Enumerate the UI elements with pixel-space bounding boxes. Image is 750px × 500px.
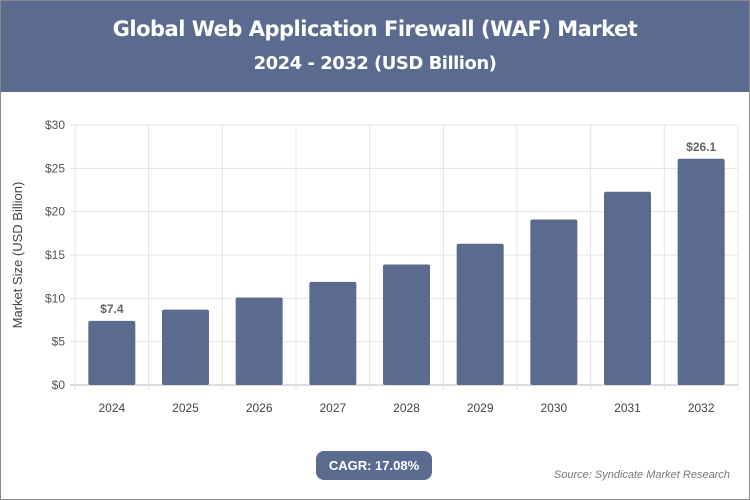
y-tick-label: $30 bbox=[45, 118, 65, 132]
bar-2025 bbox=[162, 309, 209, 385]
bar-2028 bbox=[383, 264, 430, 385]
source-note: Source: Syndicate Market Research bbox=[553, 469, 730, 481]
data-label: $7.4 bbox=[100, 302, 124, 316]
x-tick-label: 2024 bbox=[98, 401, 125, 415]
chart-header: Global Web Application Firewall (WAF) Ma… bbox=[1, 1, 749, 92]
bar-2032 bbox=[677, 158, 725, 385]
bar-2024 bbox=[88, 320, 136, 385]
y-tick-label: $25 bbox=[45, 161, 65, 175]
y-tick-label: $15 bbox=[45, 248, 65, 262]
y-tick-label: $20 bbox=[45, 205, 65, 219]
bar-2026 bbox=[235, 297, 283, 385]
x-tick-label: 2028 bbox=[393, 401, 420, 415]
y-tick-label: $10 bbox=[45, 291, 65, 305]
bar-2030 bbox=[530, 219, 578, 385]
y-axis-label: Market Size (USD Billion) bbox=[10, 182, 25, 329]
y-tick-label: $5 bbox=[52, 335, 66, 349]
chart-subtitle: 2024 - 2032 (USD Billion) bbox=[253, 53, 497, 74]
chart-title: Global Web Application Firewall (WAF) Ma… bbox=[112, 17, 638, 41]
y-tick-label: $0 bbox=[52, 378, 66, 392]
bar-2031 bbox=[604, 191, 651, 385]
x-tick-label: 2032 bbox=[688, 401, 715, 415]
x-tick-label: 2026 bbox=[246, 401, 273, 415]
x-tick-label: 2027 bbox=[319, 401, 346, 415]
x-tick-label: 2029 bbox=[467, 401, 494, 415]
bar-2029 bbox=[456, 243, 504, 385]
bar-2027 bbox=[309, 281, 357, 385]
x-tick-label: 2025 bbox=[172, 401, 199, 415]
x-tick-label: 2030 bbox=[540, 401, 567, 415]
x-tick-label: 2031 bbox=[614, 401, 641, 415]
cagr-badge: CAGR: 17.08% bbox=[316, 451, 432, 480]
data-label: $26.1 bbox=[686, 140, 716, 154]
